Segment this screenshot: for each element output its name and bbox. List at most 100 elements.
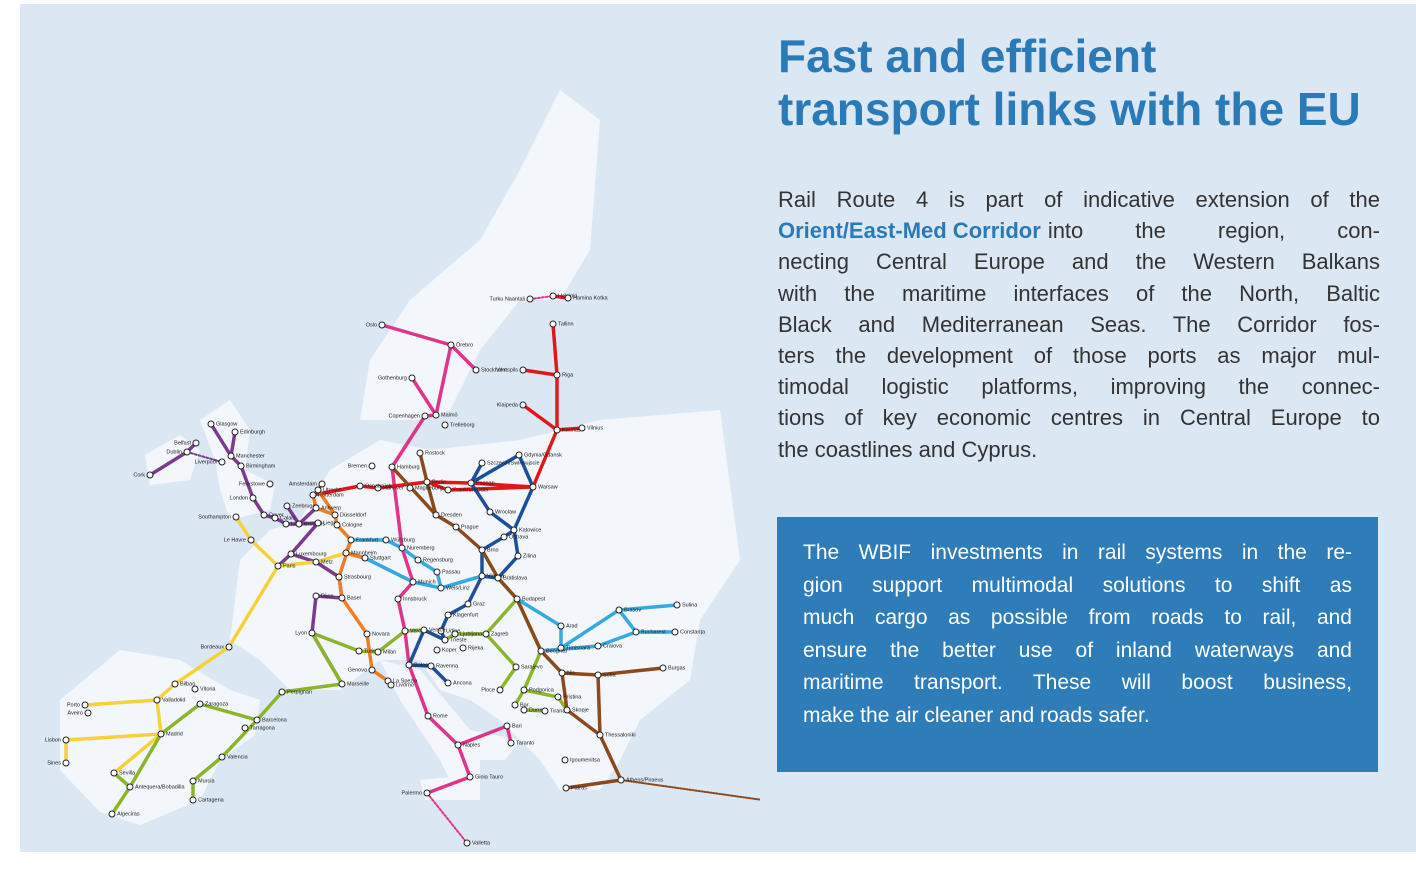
city-label: Athens/Piraeus (626, 777, 664, 783)
city-marker (438, 585, 444, 591)
city-marker (288, 551, 294, 557)
callout-line: make the air cleaner and roads safer. (803, 700, 1352, 733)
city-marker (395, 596, 401, 602)
city-label: Southampton (198, 514, 231, 520)
city-marker (250, 495, 256, 501)
city-label: Brasov (624, 607, 641, 613)
city-marker (479, 460, 485, 466)
city-label: Cologne (342, 522, 363, 528)
city-marker (261, 512, 267, 518)
city-label: Turin (364, 648, 376, 654)
city-label: Dresden (441, 512, 462, 518)
city-marker (538, 648, 544, 654)
city-marker (158, 731, 164, 737)
city-label: Lisbon (45, 737, 61, 743)
city-label: Magdeburg (415, 485, 443, 491)
paragraph: Rail Route 4 is part of indicative exten… (778, 184, 1380, 465)
city-label: Cork (133, 472, 145, 478)
text-line: Orient/East-Med Corridorinto the region,… (778, 215, 1380, 246)
city-marker (465, 601, 471, 607)
city-label: Munich (418, 579, 436, 585)
city-marker (422, 413, 428, 419)
city-marker (193, 440, 199, 446)
city-label: Craiova (603, 643, 623, 649)
city-label: Burgas (668, 665, 686, 671)
city-label: Lyon (295, 630, 307, 636)
callout-line: maritime transport. These will boost bus… (803, 667, 1352, 700)
city-label: Frankfurt/Oder (453, 487, 489, 493)
city-marker (197, 701, 203, 707)
city-label: Nis (567, 670, 575, 676)
city-label: Amsterdam (289, 481, 318, 487)
city-marker (313, 559, 319, 565)
city-label: Kaunas (562, 427, 581, 433)
city-marker (495, 575, 501, 581)
city-label: Strasbourg (344, 574, 371, 580)
city-marker (343, 550, 349, 556)
city-marker (254, 717, 260, 723)
city-marker (339, 681, 345, 687)
text-line: necting Central Europe and the Western B… (778, 246, 1380, 277)
city-label: Copenhagen (388, 413, 420, 419)
city-marker (421, 627, 427, 633)
city-marker (310, 492, 316, 498)
city-marker (564, 707, 570, 713)
city-marker (248, 537, 254, 543)
city-marker (410, 579, 416, 585)
city-marker (521, 687, 527, 693)
city-label: Hamina Kotka (573, 295, 608, 301)
city-label: Luxembourg (296, 551, 327, 557)
city-marker (147, 472, 153, 478)
city-marker (369, 463, 375, 469)
city-label: Sulina (682, 602, 698, 608)
city-marker (409, 375, 415, 381)
text-line: timodal logistic platforms, improving th… (778, 371, 1380, 402)
text-line: Rail Route 4 is part of indicative exten… (778, 184, 1380, 215)
city-label: Osnabrück (365, 483, 392, 489)
text-segment: into the region, con- (1048, 215, 1380, 246)
city-label: Nuremberg (407, 545, 435, 551)
city-marker (511, 527, 517, 533)
city-label: Malmö (441, 412, 458, 418)
city-marker (501, 534, 507, 540)
city-label: Oslo (366, 322, 377, 328)
city-label: Antwerp (321, 505, 341, 511)
city-marker (402, 628, 408, 634)
city-label: Skopje (572, 707, 589, 713)
city-label: Gothenburg (378, 375, 407, 381)
city-label: Aveiro (68, 710, 84, 716)
city-label: Frankfurt (356, 537, 378, 543)
city-marker (455, 742, 461, 748)
city-label: Naples (463, 742, 480, 748)
city-label: Thessaloniki (605, 732, 636, 738)
city-label: Madrid (166, 731, 183, 737)
city-label: Milan (383, 649, 396, 655)
city-label: Dublin (166, 449, 182, 455)
city-label: Koper (442, 647, 457, 653)
city-label: Bari (512, 723, 522, 729)
city-marker (425, 713, 431, 719)
city-marker (674, 602, 680, 608)
city-label: Novara (372, 631, 391, 637)
city-marker (562, 757, 568, 763)
city-label: Sines (47, 760, 61, 766)
city-marker (633, 629, 639, 635)
city-marker (283, 521, 289, 527)
city-marker (504, 723, 510, 729)
city-marker (660, 665, 666, 671)
city-label: Beograd (546, 648, 567, 654)
city-marker (190, 778, 196, 784)
city-marker (154, 697, 160, 703)
city-label: Graz (473, 601, 485, 607)
city-marker (424, 479, 430, 485)
city-marker (127, 784, 133, 790)
city-label: Bordeaux (200, 644, 224, 650)
city-marker (415, 557, 421, 563)
city-marker (63, 760, 69, 766)
city-label: Tallinn (558, 321, 574, 327)
city-marker (313, 593, 319, 599)
city-marker (315, 520, 321, 526)
city-marker (275, 563, 281, 569)
city-label: Klaipeda (497, 402, 519, 408)
city-marker (407, 485, 413, 491)
